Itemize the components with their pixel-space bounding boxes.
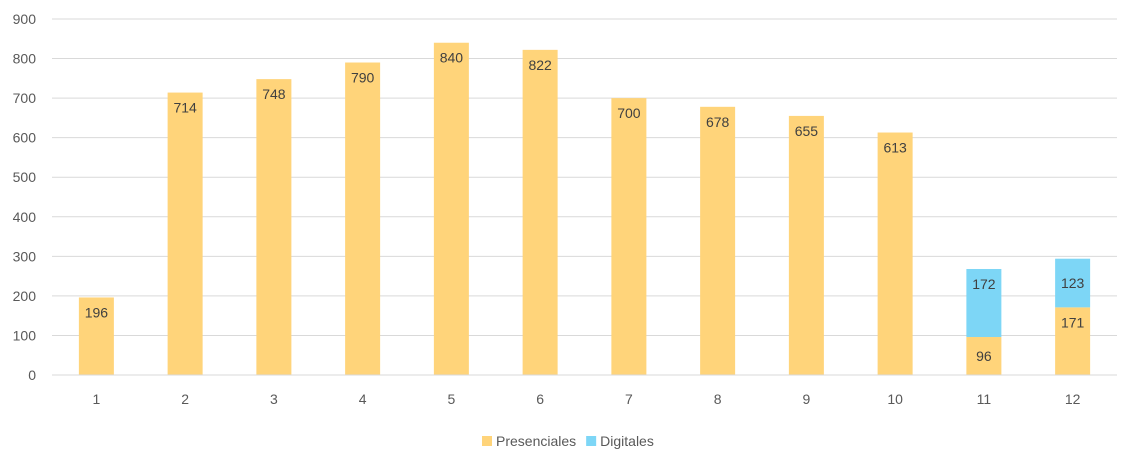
x-tick-label: 1: [92, 391, 100, 407]
x-tick-label: 11: [977, 391, 992, 407]
bar-presenciales-1: [78, 297, 114, 375]
data-label-presenciales-2: 714: [173, 100, 197, 116]
bar-presenciales-2: [167, 92, 203, 375]
x-tick-label: 3: [270, 391, 278, 407]
x-tick-label: 2: [181, 391, 189, 407]
data-label-presenciales-5: 840: [440, 50, 464, 66]
y-tick-label: 500: [13, 169, 37, 185]
bar-presenciales-7: [611, 98, 647, 375]
y-tick-label: 800: [13, 51, 37, 67]
x-tick-label: 9: [802, 391, 810, 407]
legend-label-presenciales: Presenciales: [496, 433, 576, 449]
data-label-presenciales-10: 613: [883, 140, 907, 156]
legend-label-digitales: Digitales: [600, 433, 654, 449]
y-tick-label: 400: [13, 209, 37, 225]
data-label-presenciales-6: 822: [528, 57, 552, 73]
bars: [78, 42, 1091, 376]
y-tick-label: 600: [13, 130, 37, 146]
x-axis-ticks: 1 2 3 4 5 6 7 8 9 10 11 12: [92, 391, 1080, 407]
gridlines: [52, 18, 1117, 336]
data-label-presenciales-4: 790: [351, 70, 375, 86]
x-tick-label: 8: [714, 391, 722, 407]
bar-presenciales-12: [1055, 307, 1091, 375]
data-label-presenciales-3: 748: [262, 86, 286, 102]
bar-digitales-11: [966, 268, 1002, 338]
bar-presenciales-9: [788, 115, 824, 376]
data-label-presenciales-7: 700: [617, 105, 641, 121]
x-tick-label: 12: [1065, 391, 1081, 407]
bar-presenciales-8: [700, 106, 736, 376]
data-label-presenciales-9: 655: [795, 123, 819, 139]
bar-presenciales-5: [433, 42, 469, 375]
legend-swatch-presenciales: [482, 436, 492, 446]
data-label-presenciales-11: 96: [976, 348, 992, 364]
y-tick-label: 700: [13, 90, 37, 106]
y-tick-label: 100: [13, 327, 37, 343]
bar-digitales-12: [1055, 258, 1091, 308]
y-axis-ticks: 0 100 200 300 400 500 600 700 800 900: [13, 11, 37, 383]
data-label-presenciales-12: 171: [1061, 314, 1085, 330]
data-label-presenciales-1: 196: [85, 304, 109, 320]
x-tick-label: 6: [536, 391, 544, 407]
legend-swatch-digitales: [586, 436, 597, 446]
bar-presenciales-4: [345, 62, 381, 376]
bar-presenciales-6: [522, 49, 558, 375]
bar-presenciales-10: [877, 132, 913, 375]
x-tick-label: 7: [625, 391, 633, 407]
x-tick-label: 4: [359, 391, 367, 407]
x-tick-label: 10: [887, 391, 903, 407]
bar-presenciales-11: [966, 337, 1002, 375]
data-labels: 196 714 748 790 840 822 700 678 655 613 96 172 171 12…: [85, 50, 1085, 364]
x-tick-label: 5: [447, 391, 455, 407]
y-tick-label: 900: [13, 11, 37, 27]
y-tick-label: 300: [13, 248, 37, 264]
data-label-digitales-11: 172: [972, 276, 996, 292]
data-label-presenciales-8: 678: [706, 114, 730, 130]
y-tick-label: 200: [13, 288, 37, 304]
bar-presenciales-3: [256, 79, 292, 375]
legend: Presenciales Digitales: [482, 433, 654, 449]
y-tick-label: 0: [28, 367, 36, 383]
data-label-digitales-12: 123: [1061, 275, 1085, 291]
